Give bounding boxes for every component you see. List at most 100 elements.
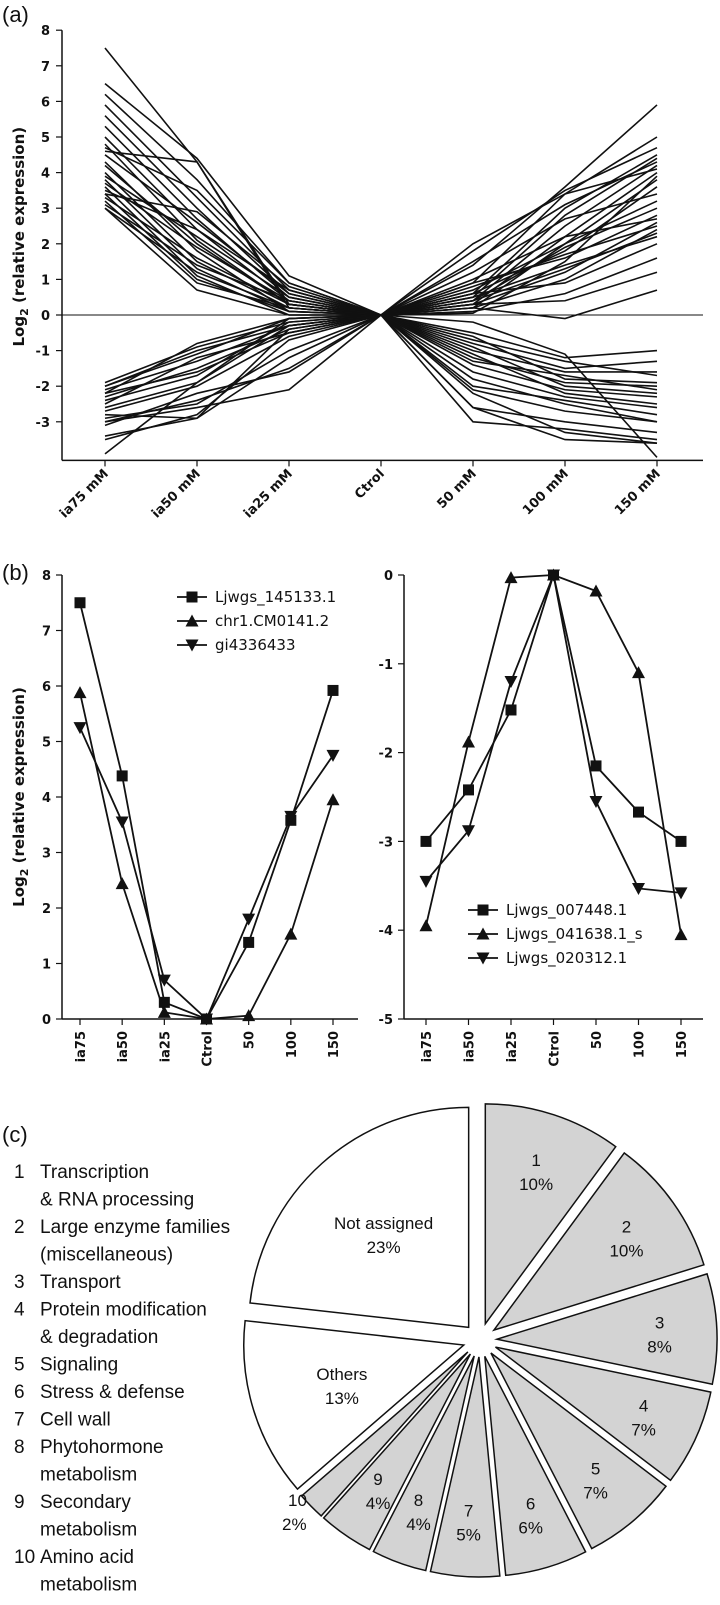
chart-b-right: -5 -4 -3 -2 -1 0 ia75 ia50 ia25 Ctrol 50 100 150 Ljwg… xyxy=(379,568,703,1067)
slice-label: 7 xyxy=(464,1501,473,1520)
data-point-chart-b-right xyxy=(632,666,645,679)
data-point-chart-b-right xyxy=(633,806,644,818)
data-point-chart-b-left xyxy=(284,810,298,823)
category-number: 2 xyxy=(14,1217,25,1238)
data-point-chart-b-left xyxy=(115,877,129,890)
slice-label: 9 xyxy=(373,1470,382,1489)
pie-slice xyxy=(484,1355,587,1577)
data-point-chart-b-left xyxy=(157,1005,171,1018)
data-point-chart-b-right xyxy=(504,571,518,584)
pie-slice xyxy=(491,1151,705,1332)
series-line-chart-b-right xyxy=(425,571,682,894)
chart-a: -3 -2 -1 0 1 2 3 4 5 6 7 8 ia75 mM ia50 mM ia25 mM Ctro… xyxy=(10,24,703,521)
slice-percent: 8% xyxy=(647,1337,672,1356)
slice-label: 10 xyxy=(288,1491,307,1510)
pie-slice xyxy=(300,1351,469,1517)
category-number: 3 xyxy=(14,1272,25,1293)
y-axis-title-a: Log2 (relative expression) xyxy=(10,127,31,347)
y-tick-label-a: 4 xyxy=(41,167,50,182)
y-tick-label-a: 8 xyxy=(41,24,50,39)
data-point-chart-b-left xyxy=(284,927,298,940)
pie-slice xyxy=(322,1353,472,1551)
x-tick-label-chart-b-left: 100 xyxy=(285,1031,300,1058)
y-tick-label-a: -2 xyxy=(36,380,50,395)
y-axis-title-chart-b-left: Log2 (relative expression) xyxy=(10,687,31,907)
data-point-chart-b-left xyxy=(327,684,339,696)
series-line-a xyxy=(104,161,658,316)
pie-slice xyxy=(372,1355,475,1572)
chart-c-pie: 1 Transcription & RNA processing 2 Large enz… xyxy=(14,1103,718,1596)
legend-label-chart-b-left: Ljwgs_145133.1 xyxy=(215,588,336,607)
data-point-chart-b-left xyxy=(326,749,340,762)
data-point-chart-b-right xyxy=(632,882,645,895)
data-point-chart-b-left xyxy=(242,1009,256,1022)
category-label: metabolism xyxy=(40,1520,137,1541)
data-point-chart-b-left xyxy=(73,722,87,735)
slice-percent: 7% xyxy=(583,1484,608,1503)
pie-slice xyxy=(243,1319,466,1491)
data-point-chart-b-left xyxy=(157,974,171,987)
slice-percent: 10% xyxy=(519,1175,553,1194)
pie-slice xyxy=(493,1272,718,1386)
data-point-chart-b-left xyxy=(115,816,129,829)
y-tick-label-chart-b-left: 1 xyxy=(42,958,51,973)
pie-slice xyxy=(484,1103,617,1327)
data-point-chart-b-left xyxy=(116,770,128,782)
data-point-chart-b-right xyxy=(419,875,433,888)
category-label: & RNA processing xyxy=(40,1190,194,1211)
y-tick-label-a: 7 xyxy=(41,60,50,75)
pie-slice xyxy=(429,1356,501,1578)
series-line-a xyxy=(104,314,658,395)
data-point-chart-b-right xyxy=(505,704,517,716)
y-tick-label-chart-b-right: 0 xyxy=(384,569,393,584)
category-label: Transcription xyxy=(40,1162,149,1183)
y-axis-title-a-sub: 2 xyxy=(18,308,31,316)
data-point-chart-b-right xyxy=(674,928,688,941)
y-axis-title-a-rest: (relative expression) xyxy=(10,127,28,308)
x-tick-label-a: 150 mM xyxy=(612,467,664,519)
data-point-chart-b-right xyxy=(590,760,602,772)
x-tick-label-chart-b-left: ia75 xyxy=(74,1031,89,1062)
x-tick-label-chart-b-right: 150 xyxy=(675,1031,690,1058)
x-tick-label-chart-b-left: 150 xyxy=(327,1031,342,1058)
x-tick-label-a: ia25 mM xyxy=(241,467,296,522)
slice-label: 2 xyxy=(622,1218,631,1237)
y-tick-label-a: -1 xyxy=(36,345,50,360)
category-label: Amino acid xyxy=(40,1547,134,1568)
legend-marker-chart-b-left xyxy=(186,591,198,603)
slice-percent: 5% xyxy=(456,1525,481,1544)
data-point-chart-b-left xyxy=(74,597,86,609)
slice-percent: 7% xyxy=(631,1421,656,1440)
y-tick-label-chart-b-left: 6 xyxy=(42,680,51,695)
slice-label: 6 xyxy=(526,1495,535,1514)
y-tick-label-chart-b-right: -3 xyxy=(379,835,393,850)
slice-percent: 4% xyxy=(366,1494,391,1513)
slice-label: 8 xyxy=(414,1491,423,1510)
y-axis-title-a-main: Log xyxy=(10,316,28,347)
y-tick-label-a: 6 xyxy=(41,95,50,110)
data-point-chart-b-right xyxy=(504,676,518,689)
x-tick-label-chart-b-right: ia50 xyxy=(463,1031,478,1062)
slice-percent: 4% xyxy=(406,1515,431,1534)
category-label: metabolism xyxy=(40,1465,137,1486)
y-tick-label-chart-b-left: 3 xyxy=(42,847,51,862)
x-tick-label-chart-b-right: Ctrol xyxy=(548,1031,563,1067)
y-tick-label-chart-b-left: 5 xyxy=(42,736,51,751)
y-tick-label-a: -3 xyxy=(36,416,50,431)
category-number: 8 xyxy=(14,1437,25,1458)
data-point-chart-b-right xyxy=(462,735,475,748)
category-number: 1 xyxy=(14,1162,25,1183)
y-tick-label-chart-b-right: -5 xyxy=(379,1013,393,1028)
series-line-a xyxy=(104,175,658,316)
x-tick-label-chart-b-right: 100 xyxy=(633,1031,648,1058)
category-number: 6 xyxy=(14,1382,25,1403)
data-point-chart-b-left xyxy=(242,913,256,926)
legend-label-chart-b-right: Ljwgs_020312.1 xyxy=(506,949,627,968)
y-tick-label-chart-b-right: -1 xyxy=(379,658,393,673)
data-point-chart-b-right xyxy=(675,835,687,847)
data-point-chart-b-right xyxy=(420,835,432,847)
data-point-chart-b-left xyxy=(326,793,340,806)
slice-percent: 23% xyxy=(367,1238,401,1257)
